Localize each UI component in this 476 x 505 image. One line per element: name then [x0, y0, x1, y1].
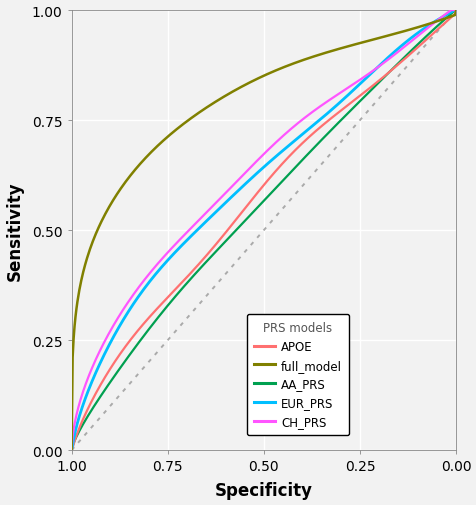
Y-axis label: Sensitivity: Sensitivity — [6, 181, 23, 280]
Legend: APOE, full_model, AA_PRS, EUR_PRS, CH_PRS: APOE, full_model, AA_PRS, EUR_PRS, CH_PR… — [246, 314, 348, 435]
X-axis label: Specificity: Specificity — [215, 481, 312, 499]
